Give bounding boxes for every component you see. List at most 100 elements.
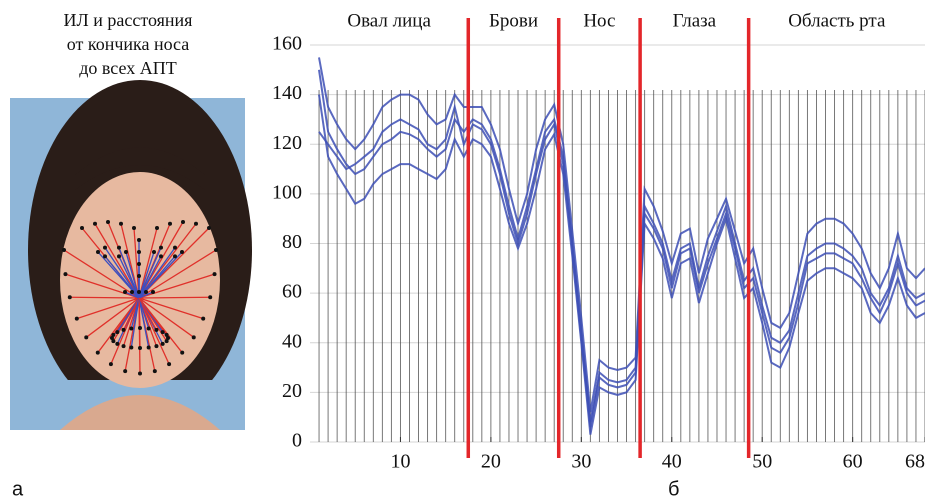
- landmark-ray: [69, 296, 140, 299]
- landmark-dot: [123, 290, 127, 294]
- landmark-dot: [152, 250, 156, 254]
- landmark-dot: [121, 327, 126, 332]
- series-line: [318, 57, 925, 413]
- landmark-ray: [65, 273, 140, 299]
- landmark-ray: [124, 291, 140, 299]
- landmark-ray: [138, 297, 204, 320]
- landmark-ray: [122, 297, 140, 331]
- landmark-dot: [129, 345, 134, 350]
- y-tick-label: 20: [282, 380, 302, 402]
- y-tick-label: 160: [272, 33, 302, 55]
- landmark-dot: [103, 245, 107, 250]
- landmark-ray: [138, 247, 176, 299]
- landmark-ray: [138, 297, 141, 329]
- x-tick-label: 20: [481, 451, 501, 473]
- landmark-dot: [115, 341, 120, 346]
- landmark-dot: [93, 221, 97, 226]
- landmark-ray: [138, 249, 217, 299]
- caption: от кончика носа: [67, 34, 190, 54]
- landmark-dot: [152, 369, 157, 374]
- landmark-ray: [138, 297, 150, 329]
- caption: ИЛ и расстояния: [64, 10, 193, 30]
- landmark-dot: [137, 290, 141, 294]
- landmark-dot: [106, 220, 110, 224]
- landmark-dot: [117, 254, 121, 259]
- series-line: [318, 69, 925, 423]
- landmark-dot: [121, 344, 126, 349]
- landmark-dot: [137, 262, 141, 266]
- landmark-dot: [159, 254, 163, 259]
- landmark-ray: [118, 247, 140, 299]
- series-line: [318, 94, 925, 435]
- landmark-dot: [111, 339, 116, 344]
- landmark-ray: [63, 249, 140, 299]
- region-label: Глаза: [673, 10, 717, 31]
- landmark-dot: [62, 248, 66, 252]
- y-tick-label: 40: [282, 330, 302, 352]
- landmark-dot: [160, 341, 165, 346]
- landmark-dot: [212, 272, 217, 277]
- landmark-dot: [201, 316, 206, 321]
- landmark-dot: [146, 345, 151, 350]
- plot-area: [310, 44, 925, 443]
- region-label: Нос: [583, 10, 615, 31]
- landmark-dot: [117, 245, 121, 250]
- panel-label: б: [668, 478, 679, 500]
- landmark-dot: [110, 336, 114, 340]
- panel-label: а: [12, 478, 24, 500]
- landmark-dot: [159, 245, 163, 250]
- landmark-dot: [137, 238, 141, 242]
- x-tick-label: 40: [662, 451, 682, 473]
- landmark-dot: [84, 335, 89, 340]
- y-tick-label: 140: [272, 82, 302, 104]
- landmark-ray: [133, 227, 140, 299]
- landmark-dot: [103, 254, 107, 259]
- region-label: Брови: [489, 10, 538, 31]
- landmark-ray: [138, 296, 211, 299]
- x-tick-label: 68: [905, 451, 925, 473]
- landmark-dot: [137, 250, 141, 254]
- x-tick-label: 30: [571, 451, 591, 473]
- landmark-ray: [138, 273, 215, 299]
- series-line: [318, 103, 925, 428]
- landmark-dot: [129, 326, 134, 331]
- landmark-dot: [173, 245, 177, 250]
- landmark-ray: [138, 297, 168, 336]
- landmark-dot: [96, 250, 100, 254]
- caption: до всех АПТ: [79, 58, 177, 78]
- landmark-ray: [138, 297, 150, 348]
- landmark-ray: [138, 227, 158, 299]
- landmark-dot: [146, 326, 151, 331]
- landmark-dot: [168, 221, 172, 226]
- x-tick-label: 10: [390, 451, 410, 473]
- landmark-ray: [138, 291, 154, 299]
- landmark-dot: [194, 221, 198, 226]
- region-label: Область рта: [788, 10, 886, 31]
- landmark-ray: [125, 251, 140, 299]
- landmark-dot: [180, 250, 184, 254]
- region-label: Овал лица: [347, 10, 431, 31]
- landmark-ray: [76, 297, 140, 320]
- y-tick-label: 60: [282, 281, 302, 303]
- face-photo: [10, 80, 252, 430]
- landmark-dot: [63, 272, 68, 277]
- landmark-dot: [137, 274, 141, 278]
- landmark-dot: [180, 350, 185, 355]
- landmark-dot: [191, 335, 196, 340]
- landmark-dot: [181, 220, 185, 224]
- landmark-dot: [144, 290, 148, 294]
- landmark-dot: [115, 330, 120, 335]
- fringe: [75, 147, 205, 190]
- landmark-dot: [138, 346, 142, 350]
- landmark-ray: [130, 297, 140, 348]
- landmark-dot: [154, 344, 159, 349]
- landmark-dot: [214, 248, 218, 252]
- landmark-ray: [116, 297, 140, 333]
- neck: [60, 395, 220, 430]
- y-tick-label: 80: [282, 231, 302, 253]
- landmark-ray: [104, 247, 140, 299]
- landmark-dot: [74, 316, 79, 321]
- landmark-dot: [123, 369, 128, 374]
- landmark-ray: [130, 297, 140, 329]
